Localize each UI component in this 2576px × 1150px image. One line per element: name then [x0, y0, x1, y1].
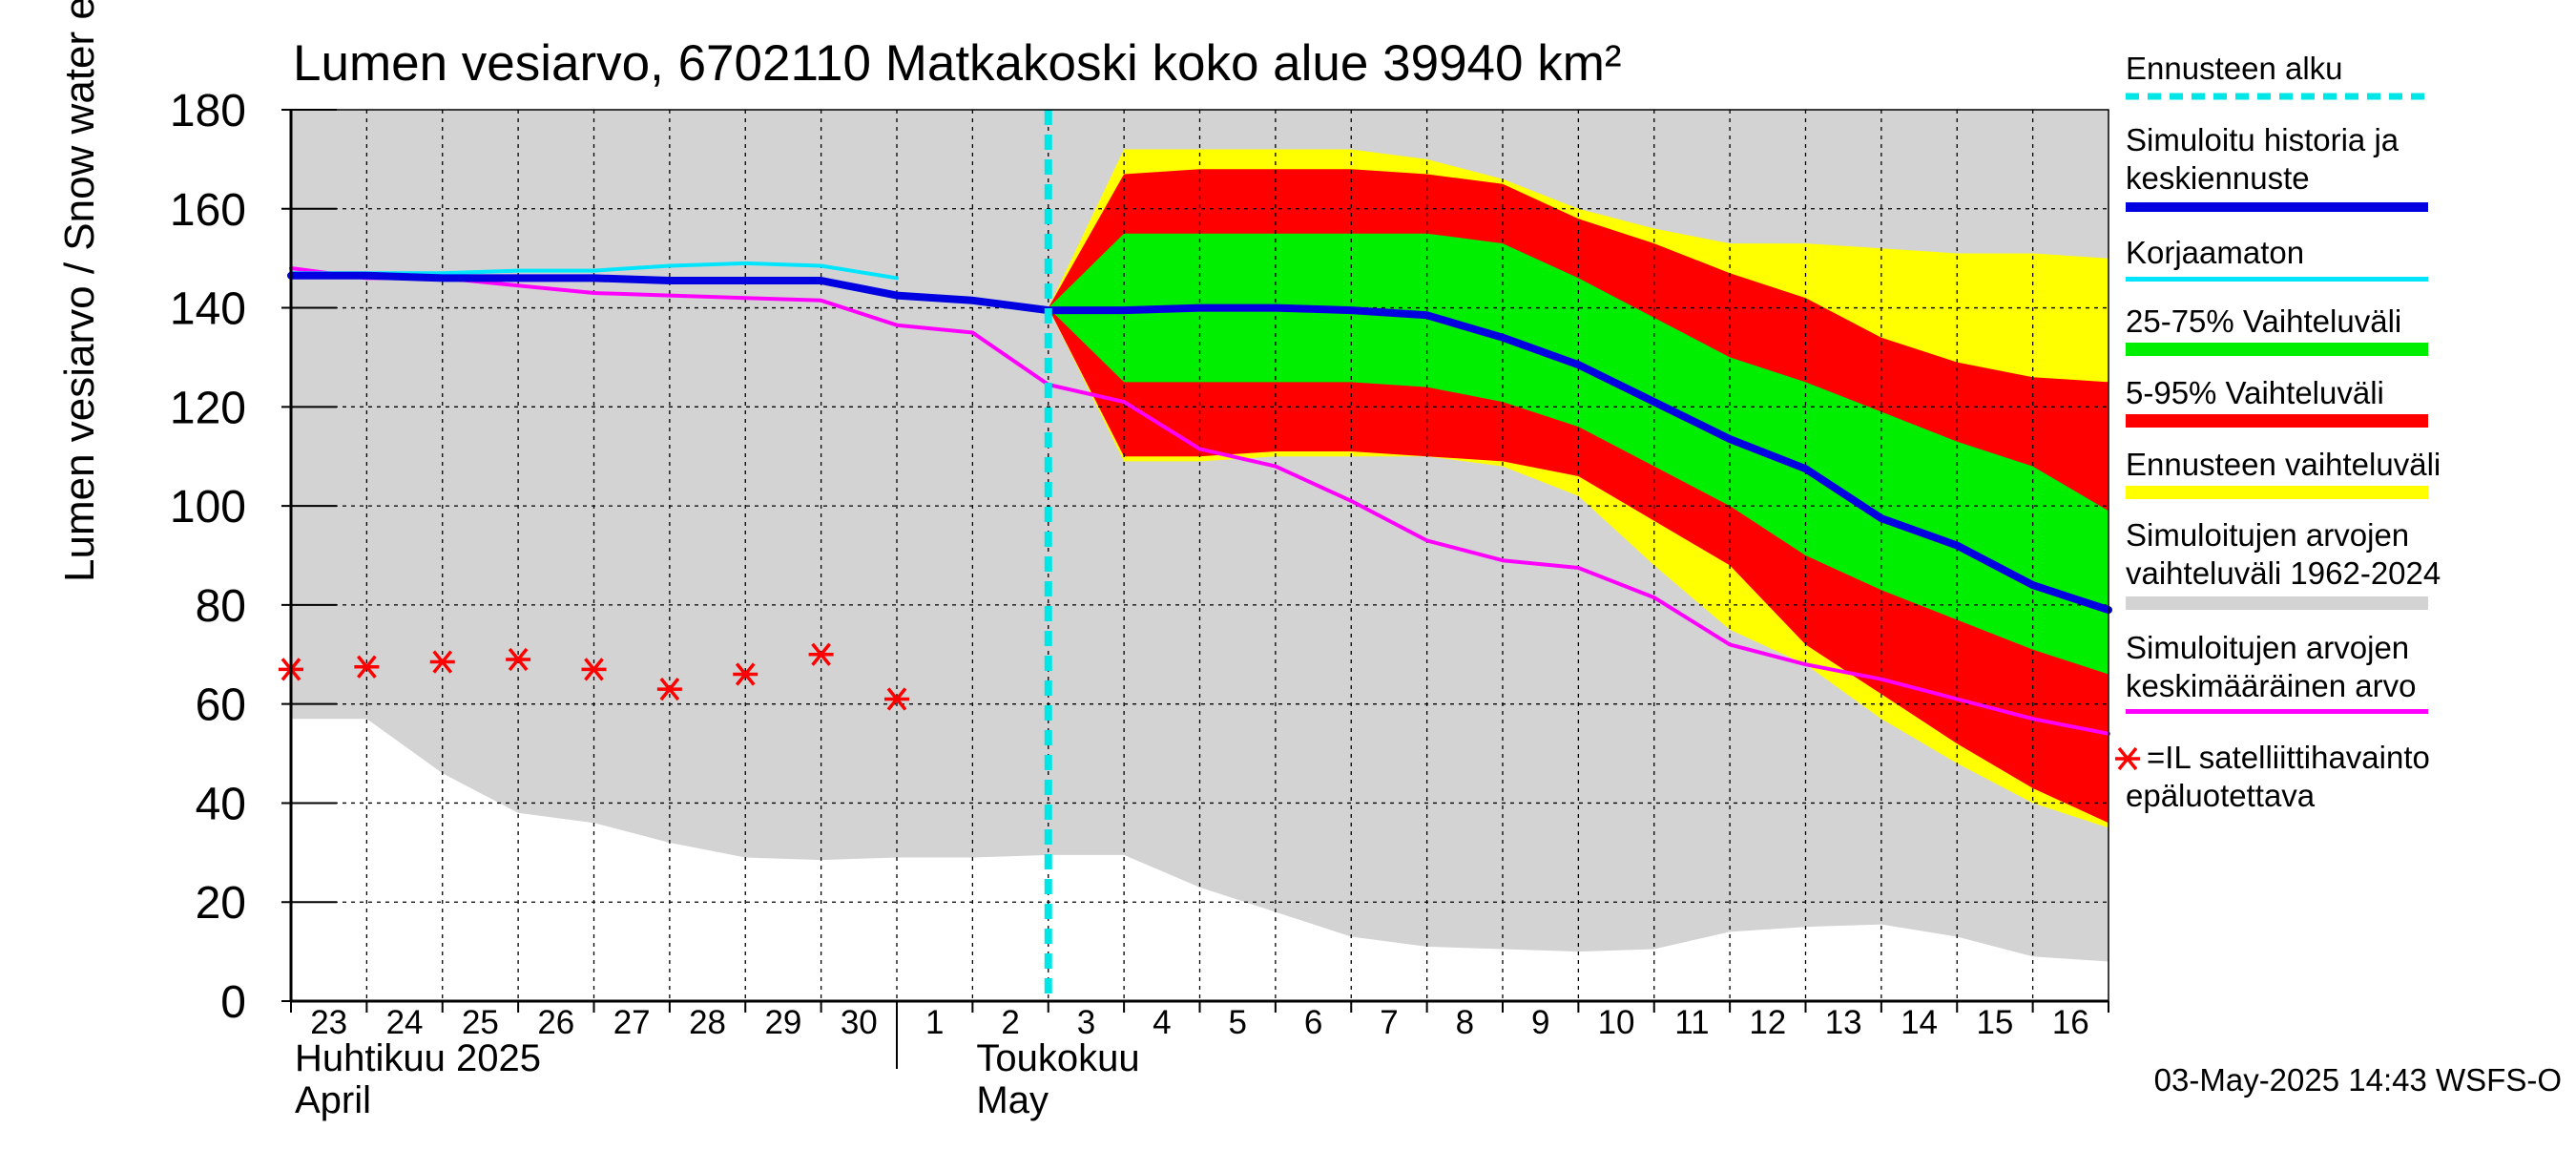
legend-sim-mean-swatch [2126, 709, 2428, 714]
legend-range-25-75-label: 25-75% Vaihteluväli [2126, 303, 2401, 339]
y-tick-label: 120 [170, 383, 246, 433]
legend-label-line: Simuloitujen arvojen [2126, 517, 2409, 553]
legend-simulated-history-label: Simuloitu historia ja keskiennuste [2126, 122, 2399, 196]
legend-simulated-history-swatch [2126, 202, 2428, 212]
satellite-marker [506, 647, 531, 672]
x-day-label: 5 [1228, 1004, 1246, 1041]
x-day-label: 11 [1674, 1004, 1709, 1041]
legend-range-5-95-swatch [2126, 414, 2428, 428]
satellite-marker [656, 677, 682, 701]
y-tick-label: 0 [220, 977, 246, 1028]
x-day-label: 16 [2052, 1004, 2089, 1041]
month-label-fi: Toukokuu [976, 1037, 1139, 1079]
satellite-marker-stroke [432, 650, 453, 674]
x-day-label: 3 [1077, 1004, 1095, 1041]
month-label-en: May [976, 1079, 1049, 1121]
x-day-label: 27 [613, 1004, 651, 1041]
legend-sim-mean-label: Simuloitujen arvojen keskimääräinen arvo [2126, 630, 2416, 703]
band-25-75 [1048, 233, 2109, 675]
legend-satellite-icon [2115, 746, 2140, 771]
satellite-marker-stroke [659, 677, 680, 701]
satellite-marker-stroke [735, 662, 756, 686]
x-day-label: 8 [1456, 1004, 1474, 1041]
lines-layer [279, 110, 2112, 1001]
x-day-label: 15 [1976, 1004, 2013, 1041]
x-day-label: 25 [462, 1004, 499, 1041]
satellite-marker [581, 658, 607, 681]
y-tick-label: 180 [170, 86, 246, 136]
legend-sim-range-label: Simuloitujen arvojen vaihteluväli 1962-20… [2126, 517, 2441, 591]
legend-label-line: =IL satelliittihavainto [2147, 740, 2430, 775]
month-label-fi: Huhtikuu 2025 [295, 1037, 541, 1079]
satellite-marker-stroke [584, 658, 604, 681]
satellite-marker-stroke [811, 642, 831, 666]
legend-uncorrected-swatch [2126, 277, 2428, 282]
legend-label-line: vaihteluväli 1962-2024 [2126, 555, 2441, 591]
line-sim-mean [289, 266, 2110, 736]
x-day-label: 14 [1901, 1004, 1938, 1041]
x-day-label: 2 [1001, 1004, 1019, 1041]
legend-range-25-75-swatch [2126, 343, 2428, 356]
grid-layer [291, 110, 2109, 1001]
chart-title: Lumen vesiarvo, 6702110 Matkakoski koko … [293, 35, 1622, 92]
legend-label-line: epäluotettava [2126, 778, 2316, 813]
legend-sim-range-swatch [2126, 596, 2428, 610]
satellite-marker [733, 662, 758, 686]
y-tick-label: 40 [196, 779, 246, 829]
timestamp: 03-May-2025 14:43 WSFS-O [2154, 1062, 2562, 1098]
satellite-marker-stroke [508, 647, 529, 672]
legend-forecast-range-label: Ennusteen vaihteluväli [2126, 447, 2441, 482]
satellite-marker-stroke [886, 687, 907, 711]
legend-label-line: Simuloitu historia ja [2126, 122, 2399, 157]
satellite-marker [354, 655, 380, 679]
x-day-label: 7 [1380, 1004, 1398, 1041]
x-day-label: 1 [925, 1004, 944, 1041]
line-median [287, 271, 2112, 615]
satellite-marker [884, 687, 909, 711]
x-day-label: 28 [689, 1004, 726, 1041]
legend-range-5-95-label: 5-95% Vaihteluväli [2126, 375, 2384, 410]
legend-label-line: keskimääräinen arvo [2126, 668, 2416, 703]
x-day-label: 6 [1304, 1004, 1322, 1041]
month-label-en: April [295, 1079, 371, 1121]
y-axis-label: Lumen vesiarvo / Snow water equiv. mm [56, 0, 103, 582]
y-tick-label: 100 [170, 482, 246, 533]
x-day-label: 23 [310, 1004, 347, 1041]
y-tick-label: 160 [170, 185, 246, 236]
legend-forecast-range-swatch [2126, 486, 2428, 499]
y-tick-label: 80 [196, 581, 246, 632]
x-day-label: 26 [537, 1004, 574, 1041]
legend-label-line: keskiennuste [2126, 160, 2310, 196]
legend: Ennusteen alku Simuloitu historia ja kesk… [2115, 51, 2441, 813]
x-day-label: 24 [386, 1004, 424, 1041]
legend-forecast-start-label: Ennusteen alku [2126, 51, 2343, 86]
y-tick-label: 60 [196, 680, 246, 731]
legend-uncorrected-label: Korjaamaton [2126, 235, 2304, 270]
legend-label-line: Simuloitujen arvojen [2126, 630, 2409, 665]
y-tick-label: 20 [196, 878, 246, 929]
x-day-label: 10 [1598, 1004, 1635, 1041]
legend-satellite-label: =IL satelliittihavainto epäluotettava [2126, 740, 2430, 813]
y-tick-label: 140 [170, 284, 246, 335]
x-day-label: 29 [764, 1004, 801, 1041]
x-day-label: 4 [1153, 1004, 1171, 1041]
x-day-label: 30 [841, 1004, 878, 1041]
x-day-label: 13 [1825, 1004, 1862, 1041]
satellite-marker [808, 642, 834, 666]
x-day-label: 12 [1749, 1004, 1786, 1041]
satellite-marker-stroke [357, 655, 377, 679]
satellite-marker [429, 650, 455, 674]
x-day-label: 9 [1531, 1004, 1549, 1041]
